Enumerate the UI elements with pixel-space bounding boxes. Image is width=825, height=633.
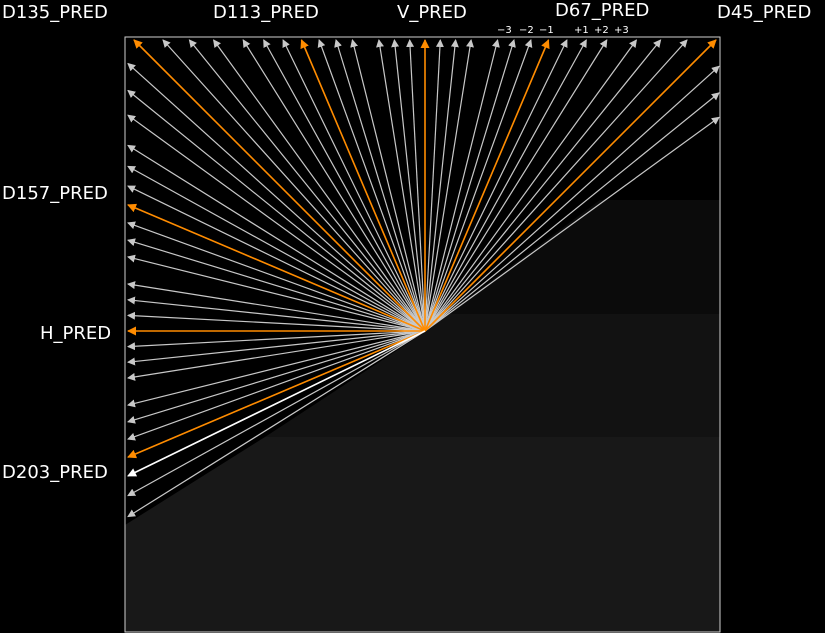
ray-d203-pred-delta-p2 [127, 330, 426, 497]
ray-h-pred-delta-m1 [127, 311, 426, 332]
ray-d157-pred-delta-m2 [127, 165, 426, 332]
ray-d67-pred-delta-m2 [424, 39, 587, 332]
label-d135-pred: D135_PRED [2, 2, 108, 23]
ray-d157-pred-delta-p3 [127, 254, 426, 332]
ray-d45-pred-delta-p2 [424, 39, 662, 332]
ray-d135-pred-delta-m3 [213, 39, 426, 332]
ray-d135-pred-delta-m1 [162, 39, 426, 332]
ray-v-pred-delta-p1 [406, 39, 426, 332]
ray-d45-pred-delta-p0 [424, 39, 717, 332]
ray-d157-pred-delta-p2 [127, 238, 426, 332]
label-d45-pred: D45_PRED [717, 2, 811, 23]
ray-d67-pred-delta-p0 [424, 39, 550, 332]
ray-d157-pred-delta-m3 [127, 144, 426, 332]
ray-d113-pred-delta-p0 [300, 39, 426, 332]
ray-d203-pred-delta-m3 [127, 330, 426, 408]
label-d67-pred: D67_PRED [555, 0, 649, 21]
ray-d135-pred-delta-p0 [133, 39, 426, 332]
prediction-rays [127, 39, 720, 518]
ray-d113-pred-delta-p2 [263, 39, 426, 332]
ray-d113-pred-delta-p1 [282, 39, 426, 332]
ray-d157-pred-delta-m1 [127, 185, 426, 332]
ray-d135-pred-delta-m2 [188, 39, 426, 332]
ray-d203-pred-delta-m1 [127, 330, 426, 441]
label-d113-pred: D113_PRED [213, 2, 319, 23]
ray-d157-pred-delta-p0 [127, 203, 426, 332]
ray-d67-pred-delta-m3 [424, 39, 608, 332]
ray-v-pred-delta-p2 [391, 39, 426, 332]
ray-d67-pred-delta-p3 [424, 39, 500, 332]
ray-d113-pred-delta-m1 [317, 39, 426, 332]
label-v-pred: V_PRED [397, 2, 467, 23]
delta-label-minus-3: −3 [497, 25, 512, 36]
label-h-pred: H_PRED [40, 323, 111, 344]
ray-d203-pred-delta-p1 [127, 330, 426, 477]
ray-d67-pred-delta-p2 [424, 39, 516, 332]
delta-label-plus-3: +3 [614, 25, 629, 36]
ray-d45-pred-delta-p3 [424, 39, 637, 332]
ray-d135-pred-delta-p2 [127, 89, 426, 332]
ray-d45-pred-delta-m1 [424, 65, 720, 332]
ray-h-pred-delta-p1 [127, 330, 426, 351]
ray-d113-pred-delta-m2 [334, 39, 426, 332]
ray-d203-pred-delta-m2 [127, 330, 426, 424]
ray-d45-pred-delta-m2 [424, 92, 720, 332]
ray-h-pred-delta-p3 [127, 330, 426, 381]
block-shade-region-3 [125, 437, 720, 632]
ray-d135-pred-delta-p1 [127, 62, 426, 332]
ray-v-pred-delta-m1 [424, 39, 444, 332]
delta-label-minus-1: −1 [539, 25, 554, 36]
ray-v-pred-delta-m3 [424, 39, 474, 332]
ray-h-pred-delta-p2 [127, 330, 426, 366]
ray-h-pred-delta-m2 [127, 296, 426, 332]
ray-d45-pred-delta-m3 [424, 116, 720, 332]
delta-label-plus-1: +1 [574, 25, 589, 36]
delta-label-plus-2: +2 [594, 25, 609, 36]
ray-d67-pred-delta-p1 [424, 39, 533, 332]
ray-d135-pred-delta-p3 [127, 114, 426, 332]
ray-d203-pred-delta-p3 [127, 330, 426, 518]
ray-h-pred-delta-m3 [127, 281, 426, 332]
ray-v-pred-delta-p3 [376, 39, 426, 332]
ray-d157-pred-delta-p1 [127, 221, 426, 332]
ray-d45-pred-delta-p1 [424, 39, 688, 332]
delta-label-minus-2: −2 [519, 25, 534, 36]
block-shade-region-1 [425, 200, 720, 330]
label-d203-pred: D203_PRED [2, 462, 108, 483]
ray-v-pred-delta-m2 [424, 39, 459, 332]
block-shade-region-2 [265, 314, 720, 437]
ray-d113-pred-delta-p3 [242, 39, 426, 332]
block-frame [124, 36, 721, 633]
ray-d203-pred-delta-p0 [127, 330, 426, 459]
label-d157-pred: D157_PRED [2, 183, 108, 204]
ray-d113-pred-delta-m3 [350, 39, 426, 332]
ray-d67-pred-delta-m1 [424, 39, 568, 332]
